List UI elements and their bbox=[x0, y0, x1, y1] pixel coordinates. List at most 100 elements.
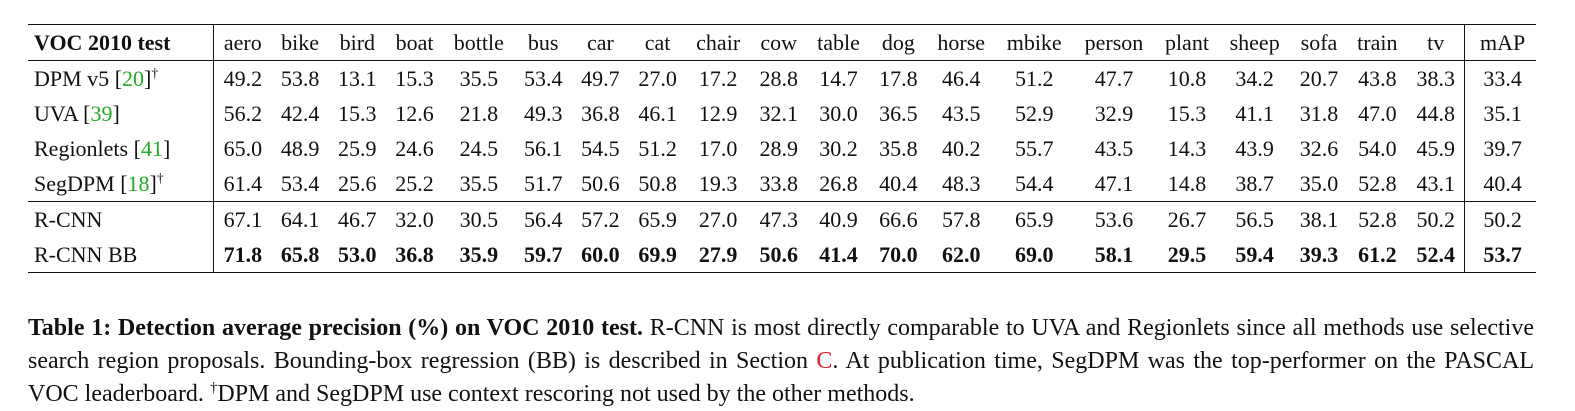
ap-value-cell: 17.8 bbox=[879, 65, 918, 91]
ap-value-cell: 65.9 bbox=[638, 206, 677, 232]
ap-value-cell: 66.6 bbox=[879, 206, 918, 232]
ap-value-cell: 51.2 bbox=[638, 135, 677, 161]
ap-value-cell: 41.4 bbox=[819, 241, 858, 267]
ap-value-cell: 43.5 bbox=[1094, 135, 1134, 161]
citation-ref: 18 bbox=[127, 170, 150, 196]
method-cell: DPM v5 [20]† bbox=[28, 60, 215, 96]
table-corner-label: VOC 2010 test bbox=[28, 24, 215, 61]
column-header: person bbox=[1084, 29, 1144, 55]
ap-value-cell: 45.9 bbox=[1416, 135, 1455, 161]
section-reference: C bbox=[816, 348, 833, 374]
method-name: DPM v5 bbox=[34, 65, 110, 91]
ap-value-cell: 35.5 bbox=[459, 65, 499, 91]
ap-value-cell: 25.6 bbox=[338, 170, 377, 196]
ap-value-cell: 49.2 bbox=[223, 65, 263, 91]
ap-value-cell: 56.2 bbox=[223, 100, 263, 126]
ap-value-cell: 25.9 bbox=[338, 135, 377, 161]
ap-value-cell: 53.6 bbox=[1094, 206, 1134, 232]
ap-value-cell: 42.4 bbox=[280, 100, 320, 126]
ap-value-cell: 52.4 bbox=[1416, 241, 1455, 267]
ap-value-cell: 28.9 bbox=[759, 135, 798, 161]
ap-value-cell: 14.7 bbox=[819, 65, 858, 91]
ap-value-cell: 71.8 bbox=[223, 241, 263, 267]
ap-value-cell: 19.3 bbox=[698, 170, 738, 196]
ap-value-cell: 57.8 bbox=[941, 206, 981, 232]
ap-value-cell: 35.9 bbox=[459, 241, 499, 267]
ap-value-cell: 53.4 bbox=[280, 170, 320, 196]
ap-value-cell: 54.4 bbox=[1014, 170, 1054, 196]
ap-value-cell: 46.4 bbox=[941, 65, 981, 91]
results-table: VOC 2010 test aero bike bird boat bottle bus c… bbox=[28, 24, 1536, 273]
column-header: boat bbox=[395, 29, 434, 55]
method-cell: SegDPM [18]† bbox=[28, 166, 215, 202]
ap-value-cell: 17.0 bbox=[698, 135, 738, 161]
ap-value-cell: 30.2 bbox=[819, 135, 858, 161]
ap-value-cell: 43.8 bbox=[1358, 65, 1397, 91]
column-header: dog bbox=[881, 29, 915, 55]
ap-value-cell: 35.5 bbox=[459, 170, 499, 196]
column-header-map: mAP bbox=[1464, 24, 1536, 61]
method-cell: R-CNN bbox=[28, 201, 215, 237]
ap-value-cell: 26.7 bbox=[1167, 206, 1207, 232]
ap-value-cell: 67.1 bbox=[223, 206, 263, 232]
ap-value-cell: 31.8 bbox=[1299, 100, 1339, 126]
caption-dagger: † bbox=[209, 380, 218, 396]
ap-value-cell: 51.2 bbox=[1014, 65, 1054, 91]
ap-value-cell: 53.4 bbox=[523, 65, 563, 91]
table-row: DPM v5 [20]† 49.2 53.8 13.1 15.3 35.5 53.4 49.7… bbox=[28, 60, 1536, 96]
column-header: tv bbox=[1427, 29, 1445, 55]
column-header: train bbox=[1357, 29, 1398, 55]
ap-value-cell: 50.8 bbox=[638, 170, 677, 196]
ap-value-cell: 56.1 bbox=[523, 135, 563, 161]
ap-value-cell: 21.8 bbox=[459, 100, 499, 126]
caption-text-3: DPM and SegDPM use context rescoring not… bbox=[217, 381, 915, 407]
ap-value-cell: 10.8 bbox=[1167, 65, 1207, 91]
method-cell: R-CNN BB bbox=[28, 237, 215, 273]
method-name: R-CNN bbox=[34, 206, 103, 232]
ap-value-cell: 50.2 bbox=[1416, 206, 1455, 232]
dagger-mark: † bbox=[151, 65, 159, 81]
ap-value-cell: 48.9 bbox=[280, 135, 320, 161]
ap-value-cell: 24.5 bbox=[459, 135, 499, 161]
method-cell: Regionlets [41] bbox=[28, 131, 215, 166]
column-header: table bbox=[817, 29, 860, 55]
ap-value-cell: 65.9 bbox=[1014, 206, 1054, 232]
column-header: bird bbox=[339, 29, 376, 55]
table-row: R-CNN 67.1 64.1 46.7 32.0 30.5 56.4 57.2 65.9 27.… bbox=[28, 201, 1536, 237]
ap-value-cell: 54.0 bbox=[1358, 135, 1397, 161]
ap-value-cell: 12.6 bbox=[395, 100, 434, 126]
ap-value-cell: 65.8 bbox=[280, 241, 320, 267]
ap-value-cell: 55.7 bbox=[1014, 135, 1054, 161]
ap-value-cell: 34.2 bbox=[1235, 65, 1274, 91]
ap-value-cell: 43.5 bbox=[941, 100, 981, 126]
table-header-row: VOC 2010 test aero bike bird boat bottle bus c… bbox=[28, 24, 1536, 61]
ap-value-cell: 38.3 bbox=[1416, 65, 1455, 91]
column-header: mbike bbox=[1006, 29, 1062, 55]
ap-value-cell: 38.7 bbox=[1235, 170, 1274, 196]
method-name: R-CNN BB bbox=[34, 241, 138, 267]
ap-value-cell: 24.6 bbox=[395, 135, 434, 161]
column-header: bus bbox=[527, 29, 559, 55]
ap-value-cell: 56.5 bbox=[1235, 206, 1274, 232]
ap-value-cell: 29.5 bbox=[1167, 241, 1207, 267]
ap-value-cell: 64.1 bbox=[280, 206, 320, 232]
ap-value-cell: 61.4 bbox=[223, 170, 263, 196]
ap-value-cell: 17.2 bbox=[698, 65, 738, 91]
column-header: sheep bbox=[1229, 29, 1280, 55]
ap-value-cell: 70.0 bbox=[879, 241, 918, 267]
ap-value-cell: 65.0 bbox=[223, 135, 263, 161]
ap-value-cell: 27.9 bbox=[698, 241, 738, 267]
table-row: SegDPM [18]† 61.4 53.4 25.6 25.2 35.5 51.7 50.6… bbox=[28, 166, 1536, 202]
ap-value-cell: 47.3 bbox=[759, 206, 798, 232]
ap-value-cell: 36.8 bbox=[581, 100, 620, 126]
method-cell: UVA [39] bbox=[28, 96, 215, 131]
ap-value-cell: 56.4 bbox=[523, 206, 563, 232]
ap-value-cell: 50.6 bbox=[759, 241, 798, 267]
ap-value-cell: 49.7 bbox=[581, 65, 620, 91]
ap-value-cell: 50.6 bbox=[581, 170, 620, 196]
ap-value-cell: 27.0 bbox=[638, 65, 677, 91]
ap-value-cell: 44.8 bbox=[1416, 100, 1455, 126]
ap-value-cell: 36.5 bbox=[879, 100, 918, 126]
column-header: horse bbox=[937, 29, 986, 55]
column-header: chair bbox=[696, 29, 741, 55]
